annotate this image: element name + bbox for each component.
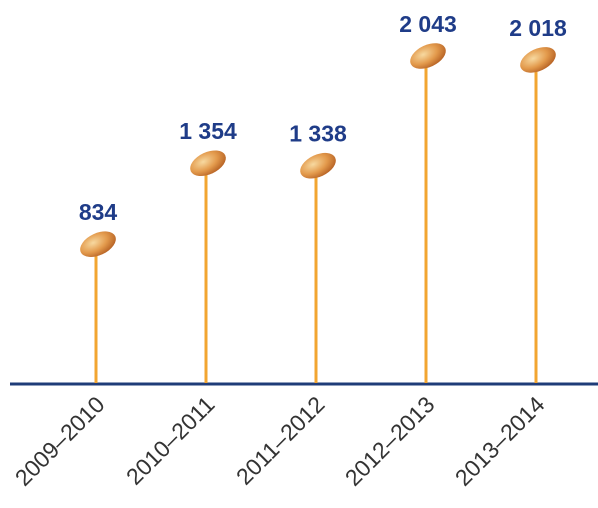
value-label: 834	[79, 199, 118, 225]
grain-marker	[406, 38, 450, 74]
x-tick-label: 2010–2011	[121, 391, 220, 490]
value-label: 1 338	[289, 121, 347, 147]
grain-marker	[296, 148, 340, 184]
x-tick-label: 2012–2013	[340, 391, 440, 491]
value-label: 2 018	[509, 15, 567, 41]
grain-marker	[516, 42, 560, 78]
value-label: 1 354	[179, 118, 237, 144]
x-tick-label: 2013–2014	[450, 391, 550, 491]
x-tick-label: 2009–2010	[10, 391, 110, 491]
x-tick-label: 2011–2012	[231, 391, 330, 490]
chart: 834 2009–2010 1 354 2010–2011 1 338 2011–2012…	[0, 0, 598, 508]
value-label: 2 043	[399, 11, 457, 37]
grain-marker	[186, 145, 230, 181]
grain-marker	[76, 226, 120, 262]
